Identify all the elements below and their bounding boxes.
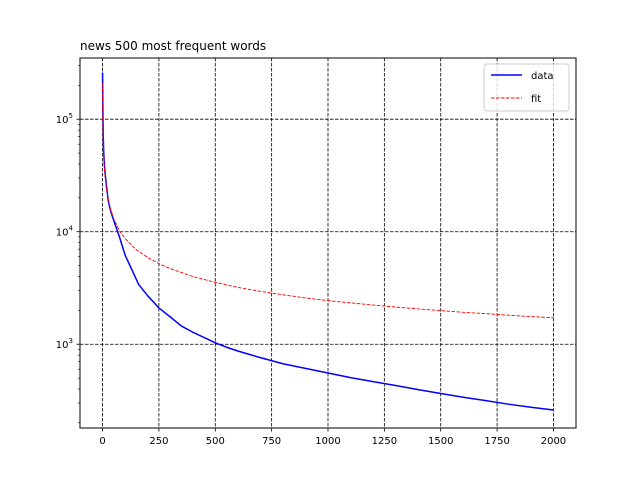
y-tick-label: 104 [56,225,74,239]
x-tick-label: 750 [262,436,281,447]
series-lines [101,72,554,411]
y-tick-label: 105 [56,112,73,126]
series-line-data [101,72,554,411]
x-tick-label: 1000 [315,436,340,447]
x-tick-label: 1500 [428,436,453,447]
x-tick-label: 2000 [541,436,566,447]
chart-title: news 500 most frequent words [80,39,266,53]
x-tick-label: 500 [206,436,225,447]
x-tick-label: 1750 [484,436,509,447]
x-tick-label: 1250 [372,436,397,447]
legend: data fit [483,63,570,112]
legend-label-data: data [531,71,554,82]
grid [80,58,576,428]
x-tick-label: 0 [99,436,105,447]
series-line-fit [102,82,554,319]
y-axis-ticks: 103 104 105 [56,65,80,424]
y-tick-label: 103 [56,337,73,351]
legend-label-fit: fit [531,94,541,105]
x-axis-ticks: 0 250 500 750 1000 1250 1500 1750 2000 [99,428,566,447]
legend-box [483,63,570,112]
x-tick-label: 250 [149,436,168,447]
